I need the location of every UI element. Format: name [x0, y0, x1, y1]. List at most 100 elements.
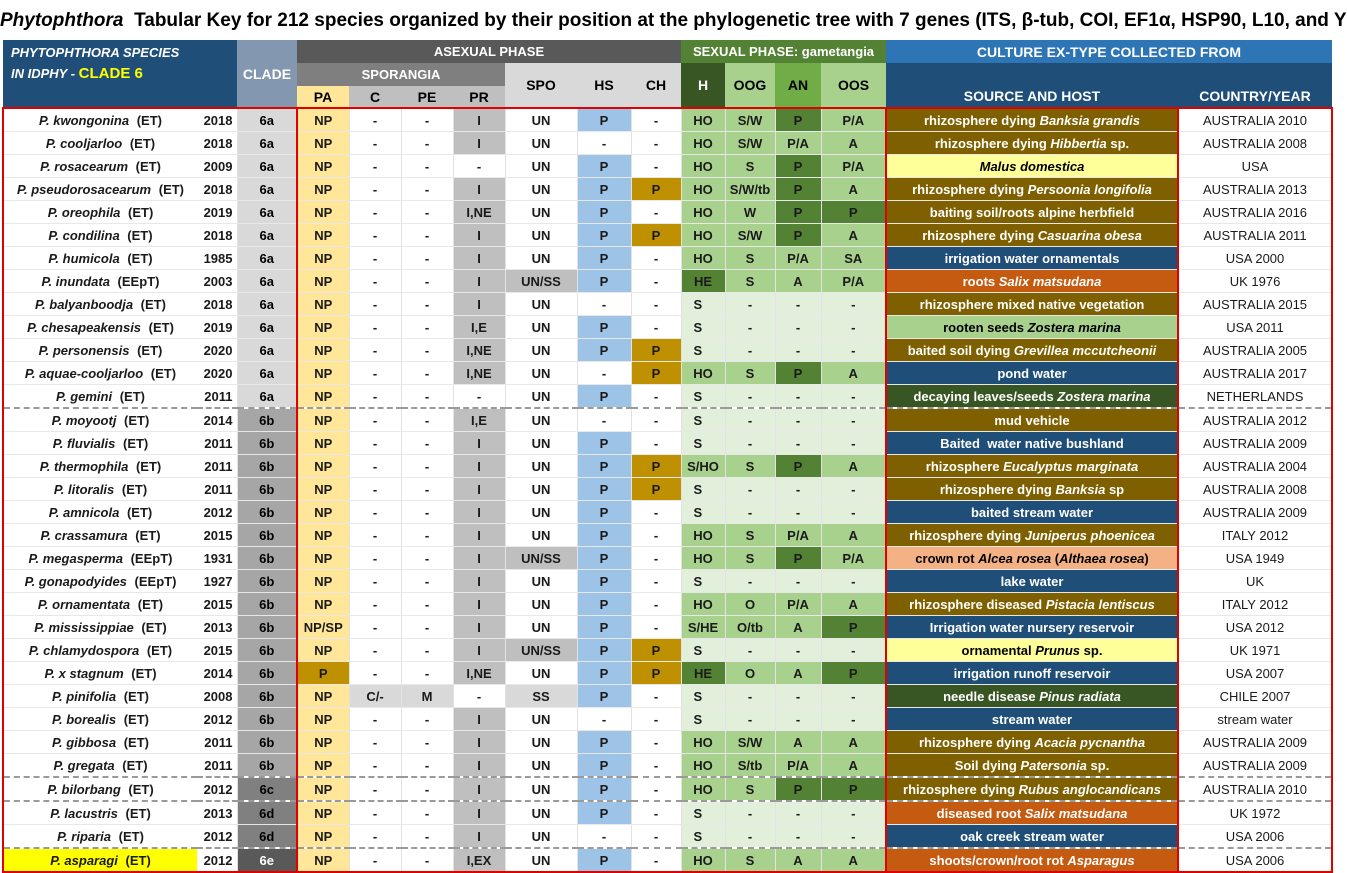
ch-cell: - [631, 800, 682, 825]
table-row: P. mississippiae (ET) 2013 6b NP/SP - - I UN P - S… [2, 615, 1333, 639]
source-host-cell: oak creek stream water [886, 824, 1179, 849]
country-year-cell: AUSTRALIA 2004 [1178, 454, 1333, 478]
header-country: COUNTRY/YEAR [1178, 63, 1332, 108]
pa-cell: NP/SP [297, 615, 350, 639]
oog-cell: S [725, 776, 776, 802]
pe-cell: - [401, 638, 454, 662]
ch-cell: - [631, 546, 682, 570]
header-sporangia: SPORANGIA [297, 63, 505, 86]
host-species: Malus domestica [979, 158, 1085, 174]
pr-cell: I [453, 569, 506, 593]
h-cell: S [681, 431, 726, 455]
source-host-cell: rhizosphere diseased Pistacia lentiscus [886, 592, 1179, 616]
species-name: P. rosacearum [40, 158, 129, 174]
country-year-cell: UK 1976 [1178, 269, 1333, 293]
pr-cell: I [453, 546, 506, 570]
source-text: rhizosphere dying [934, 135, 1051, 151]
source-text: rhizosphere dying [923, 112, 1040, 128]
an-cell: P/A [775, 592, 822, 616]
pa-cell: NP [297, 638, 350, 662]
pr-cell: I,NE [453, 361, 506, 385]
source-text: decaying leaves/seeds [913, 388, 1058, 404]
pa-cell: NP [297, 384, 350, 409]
year-cell: 2018 [197, 292, 238, 316]
host-species: Persoonia longifolia [1027, 181, 1152, 197]
source-text: shoots/crown/root rot [929, 852, 1068, 868]
country-year-cell: AUSTRALIA 2009 [1178, 753, 1333, 778]
spo-cell: UN [505, 431, 578, 455]
h-cell: S [681, 407, 726, 432]
h-cell: S [681, 707, 726, 731]
ch-cell: - [631, 431, 682, 455]
pe-cell: - [401, 569, 454, 593]
host-species: Prunus [1035, 642, 1081, 658]
year-cell: 2014 [197, 407, 238, 432]
clade-cell: 6a [237, 292, 298, 316]
c-cell: - [349, 431, 402, 455]
source-host-cell: rhizosphere dying Persoonia longifolia [886, 177, 1179, 201]
host-species: Casuarina obesa [1037, 227, 1142, 243]
an-cell: P [775, 154, 822, 178]
year-cell: 2020 [197, 361, 238, 385]
source-text: rhizosphere [925, 458, 1004, 474]
pe-cell: - [401, 824, 454, 849]
country-year-cell: ITALY 2012 [1178, 523, 1333, 547]
h-cell: HO [681, 546, 726, 570]
table-row: P. megasperma (EEpT) 1931 6b NP - - I UN/SS P - HO… [2, 546, 1333, 570]
spo-cell: UN [505, 454, 578, 478]
source-host-cell: rhizosphere Eucalyptus marginata [886, 454, 1179, 478]
country-year-cell: AUSTRALIA 2009 [1178, 500, 1333, 524]
oog-cell: - [725, 431, 776, 455]
species-name-cell: P. megasperma (EEpT) [2, 546, 197, 570]
species-type: (EEpT) [126, 550, 173, 566]
host-species: Pinus radiata [1039, 688, 1121, 704]
source-host-cell: rooten seeds Zostera marina [886, 315, 1179, 339]
species-rows: P. kwongonina (ET) 2018 6a NP - - I UN P - HO S/W P P… [2, 107, 1333, 873]
hs-cell: P [577, 338, 632, 362]
species-key-table: PHYTOPHTHORA SPECIES IN IDPHY - CLADE 6 … [2, 40, 1333, 873]
h-cell: S [681, 684, 726, 708]
h-cell: HO [681, 776, 726, 802]
ch-cell: - [631, 246, 682, 270]
species-name: P. mississippiae [34, 619, 134, 635]
source-text: baited stream water [970, 504, 1094, 520]
spo-cell: UN/SS [505, 638, 578, 662]
ch-cell: P [631, 454, 682, 478]
table-row: P. gemini (ET) 2011 6a NP - - - UN P - S - - - decayin… [2, 384, 1333, 409]
hs-cell: P [577, 776, 632, 802]
table-row: P. aquae-cooljarloo (ET) 2020 6a NP - - I,NE UN… [2, 361, 1333, 385]
spo-cell: UN/SS [505, 269, 578, 293]
an-cell: - [775, 315, 822, 339]
spo-cell: SS [505, 684, 578, 708]
source-host-cell: baiting soil/roots alpine herbfield [886, 200, 1179, 224]
pa-cell: NP [297, 569, 350, 593]
clade-cell: 6b [237, 592, 298, 616]
an-cell: - [775, 684, 822, 708]
pr-cell: I [453, 523, 506, 547]
country-year-cell: AUSTRALIA 2009 [1178, 730, 1333, 754]
table-row: P. amnicola (ET) 2012 6b NP - - I UN P - S - - - baite… [2, 500, 1333, 524]
oos-cell: A [821, 361, 887, 385]
country-year-cell: AUSTRALIA 2010 [1178, 107, 1333, 132]
spo-cell: UN/SS [505, 546, 578, 570]
species-name: P. thermophila [39, 458, 129, 474]
source-text: baiting soil/roots alpine herbfield [929, 204, 1135, 220]
table-row: P. thermophila (ET) 2011 6b NP - - I UN P P S/HO S P… [2, 454, 1333, 478]
source-text: sp. [1106, 135, 1130, 151]
year-cell: 2012 [197, 776, 238, 802]
species-type: (ET) [132, 458, 162, 474]
source-host-cell: baited soil dying Grevillea mccutcheonii [886, 338, 1179, 362]
species-type: (ET) [143, 642, 173, 658]
table-row: P. balyanboodja (ET) 2018 6a NP - - I UN - - S - - - r… [2, 292, 1333, 316]
spo-cell: UN [505, 500, 578, 524]
year-cell: 2012 [197, 824, 238, 849]
oos-cell: P [821, 615, 887, 639]
source-host-cell: baited stream water [886, 500, 1179, 524]
pe-cell: - [401, 338, 454, 362]
oog-cell: S [725, 246, 776, 270]
species-type: (ET) [116, 388, 145, 404]
hs-cell: P [577, 546, 632, 570]
oog-cell: S [725, 269, 776, 293]
country-year-cell: USA 1949 [1178, 546, 1333, 570]
source-text: ornamental [961, 642, 1036, 658]
